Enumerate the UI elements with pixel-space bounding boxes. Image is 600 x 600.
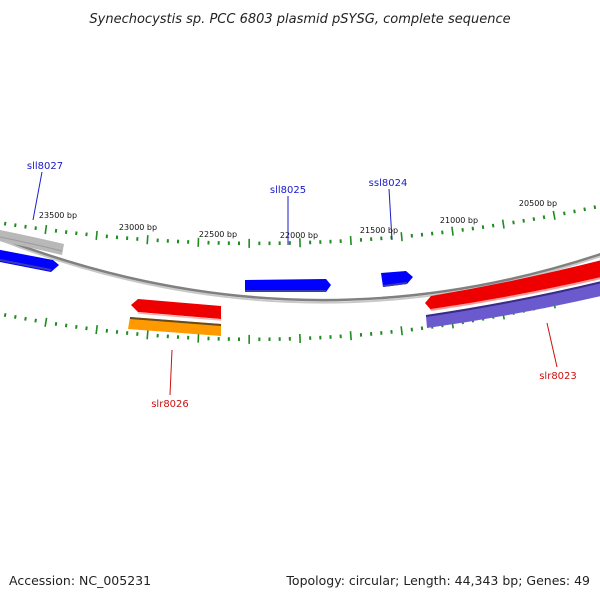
map-title: Synechocystis sp. PCC 6803 plasmid pSYSG…	[89, 12, 510, 27]
gene-label-slr8026: slr8026	[151, 349, 189, 410]
outer-minor-tick	[14, 223, 17, 228]
svg-text:ssl8024: ssl8024	[369, 178, 408, 189]
svg-text:slr8026: slr8026	[151, 399, 189, 410]
gene-sll8027[interactable]	[0, 248, 59, 272]
gene-slr8023[interactable]	[425, 258, 600, 311]
inner-major-tick	[349, 331, 352, 341]
outer-major-tick	[44, 224, 48, 235]
outer-minor-tick	[3, 221, 7, 226]
outer-minor-tick	[532, 217, 536, 221]
accession-text: Accession: NC_005231	[9, 573, 151, 588]
gene-slr8026[interactable]	[131, 299, 222, 321]
outer-major-tick	[552, 210, 556, 220]
outer-tick-ring	[3, 205, 597, 248]
outer-major-tick	[349, 235, 352, 246]
outer-minor-tick	[563, 211, 566, 216]
gene-label-slr8023: slr8023	[539, 322, 577, 382]
inner-major-tick	[95, 325, 99, 335]
outer-minor-tick	[522, 218, 525, 223]
inner-minor-tick	[64, 323, 68, 328]
outer-minor-tick	[24, 224, 27, 229]
inner-minor-tick	[54, 322, 58, 326]
gene-label-ssl8024: ssl8024	[369, 178, 408, 241]
inner-minor-tick	[14, 315, 17, 319]
inner-major-tick	[400, 326, 403, 336]
orange-feature[interactable]	[128, 317, 222, 336]
outer-major-tick	[95, 230, 98, 240]
gene-label-sll8025: sll8025	[270, 185, 306, 245]
outer-minor-tick	[512, 220, 515, 225]
tick-label-22500: 22500 bp	[199, 230, 237, 239]
outer-minor-tick	[573, 209, 576, 214]
gene-label-sll8027: sll8027	[27, 161, 63, 221]
tick-label-23000: 23000 bp	[119, 223, 157, 232]
tick-label-22000: 22000 bp	[280, 231, 318, 240]
topology-summary-text: Topology: circular; Length: 44,343 bp; G…	[285, 573, 590, 588]
outer-minor-tick	[481, 225, 485, 230]
upper-grey-feature[interactable]	[0, 228, 64, 255]
svg-text:slr8023: slr8023	[539, 371, 577, 382]
inner-minor-tick	[75, 325, 78, 329]
outer-major-tick	[501, 219, 505, 229]
outer-minor-tick	[593, 205, 597, 210]
outer-minor-tick	[542, 215, 546, 220]
inner-minor-tick	[24, 316, 27, 321]
tick-label-21500: 21500 bp	[360, 226, 398, 235]
tick-label-20500: 20500 bp	[519, 199, 557, 208]
inner-minor-tick	[3, 313, 7, 317]
tick-label-21000: 21000 bp	[440, 216, 478, 225]
tick-label-23500: 23500 bp	[39, 211, 77, 220]
svg-text:sll8025: sll8025	[270, 185, 306, 196]
svg-text:sll8027: sll8027	[27, 161, 63, 172]
inner-minor-tick	[34, 318, 37, 323]
purple-feature[interactable]	[425, 280, 600, 328]
inner-major-tick	[146, 330, 149, 340]
outer-minor-tick	[491, 223, 495, 228]
tick-labels: 23500 bp 23000 bp 22500 bp 22000 bp 2150…	[39, 199, 557, 240]
outer-major-tick	[146, 235, 149, 245]
gene-sll8025[interactable]	[245, 279, 331, 292]
inner-major-tick	[44, 317, 48, 327]
outer-minor-tick	[583, 207, 587, 212]
gene-ssl8024[interactable]	[381, 271, 413, 287]
outer-major-tick	[400, 232, 403, 242]
outer-major-tick	[451, 226, 454, 236]
